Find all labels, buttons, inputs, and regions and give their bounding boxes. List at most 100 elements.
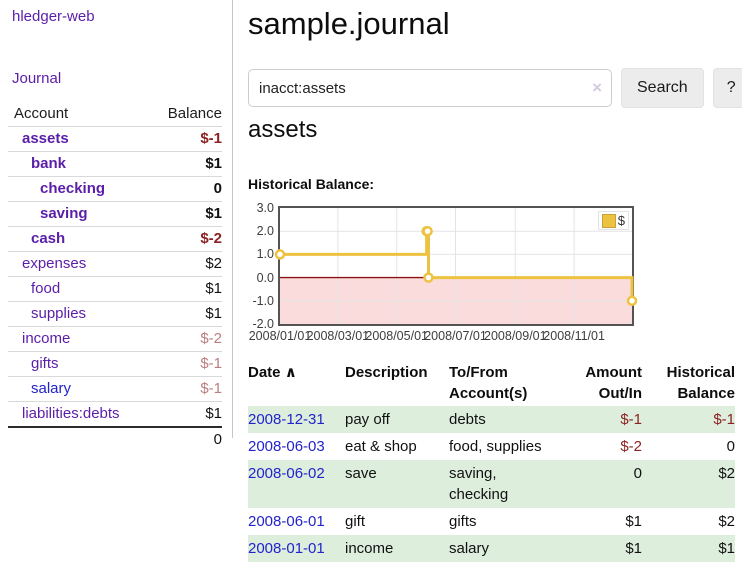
account-link[interactable]: assets bbox=[22, 130, 69, 147]
date-header-label: Date bbox=[248, 364, 281, 381]
register-row: 2008-12-31 pay off debts $-1 $-1 bbox=[248, 406, 735, 433]
account-link[interactable]: food bbox=[31, 280, 61, 297]
account-link[interactable]: checking bbox=[40, 180, 106, 197]
y-tick-label: -2.0 bbox=[252, 317, 274, 331]
register-header-date[interactable]: Date ∧ bbox=[248, 360, 345, 406]
y-tick-label: 0.0 bbox=[256, 270, 274, 285]
account-link[interactable]: supplies bbox=[31, 305, 87, 322]
register-header-accounts: To/From Account(s) bbox=[449, 364, 528, 402]
search-button[interactable]: Search bbox=[621, 68, 704, 108]
x-tick-label: 2008/03/01 bbox=[306, 329, 370, 343]
series-label: $ bbox=[617, 213, 625, 228]
account-row: salary $-1 bbox=[8, 376, 222, 402]
account-link[interactable]: cash bbox=[31, 230, 66, 247]
account-row: liabilities:debts $1 bbox=[8, 401, 222, 428]
x-tick-label: 2008/07/01 bbox=[424, 329, 487, 343]
transaction-date-link[interactable]: 2008-06-02 bbox=[248, 465, 325, 482]
account-balance: $1 bbox=[205, 205, 222, 222]
accounts-total-row: 0 bbox=[8, 426, 222, 452]
transaction-balance: 0 bbox=[726, 438, 735, 455]
account-row: checking 0 bbox=[8, 176, 222, 202]
transaction-accounts: salary bbox=[449, 540, 490, 557]
account-link[interactable]: saving bbox=[40, 205, 88, 222]
account-link[interactable]: expenses bbox=[22, 255, 87, 272]
main-content: sample.journal × Search ? assets Histori… bbox=[248, 0, 742, 582]
sort-ascending-icon: ∧ bbox=[284, 364, 297, 381]
accounts-header-account: Account bbox=[14, 105, 69, 122]
account-link[interactable]: gifts bbox=[31, 355, 59, 372]
transaction-balance: $2 bbox=[718, 465, 735, 482]
transaction-description: income bbox=[345, 540, 394, 557]
historical-balance-chart[interactable]: 3.0 2.0 1.0 0.0 -1.0 -2.0 $ 2008/01/01 2008/03… bbox=[248, 199, 735, 349]
account-balance: $1 bbox=[205, 305, 222, 322]
page-title: sample.journal bbox=[248, 6, 450, 41]
account-balance: $-2 bbox=[200, 330, 222, 347]
transaction-balance: $1 bbox=[718, 540, 735, 557]
search-input[interactable] bbox=[248, 69, 612, 107]
x-tick-label: 2008/09/01 bbox=[484, 329, 547, 343]
account-balance: $2 bbox=[205, 255, 222, 272]
transaction-amount: $-1 bbox=[620, 411, 642, 428]
transaction-description: save bbox=[345, 465, 377, 482]
account-balance: $-2 bbox=[200, 230, 222, 247]
account-balance: $1 bbox=[205, 405, 222, 422]
register-row: 2008-06-01 gift gifts $1 $2 bbox=[248, 508, 735, 535]
account-row: gifts $-1 bbox=[8, 351, 222, 377]
account-balance: $-1 bbox=[200, 380, 222, 397]
transaction-description: gift bbox=[345, 513, 366, 530]
accounts-total-value: 0 bbox=[8, 426, 222, 452]
transaction-date-link[interactable]: 2008-01-01 bbox=[248, 540, 325, 557]
register-header-balance: Historical Balance bbox=[666, 364, 735, 402]
transaction-amount: $-2 bbox=[620, 438, 642, 455]
transaction-amount: $1 bbox=[625, 540, 642, 557]
search-bar: × Search ? bbox=[248, 68, 742, 108]
app-brand-link[interactable]: hledger-web bbox=[12, 8, 95, 25]
series-swatch-icon bbox=[601, 213, 616, 228]
y-tick-label: 2.0 bbox=[256, 224, 274, 239]
account-balance: $1 bbox=[205, 155, 222, 172]
account-link[interactable]: income bbox=[22, 330, 71, 347]
transaction-balance: $-1 bbox=[713, 411, 735, 428]
account-link[interactable]: salary bbox=[31, 380, 72, 397]
account-link[interactable]: liabilities:debts bbox=[22, 405, 120, 422]
sidebar-item-journal[interactable]: Journal bbox=[12, 70, 62, 87]
account-row: food $1 bbox=[8, 276, 222, 302]
y-tick-label: 1.0 bbox=[256, 247, 274, 262]
account-balance: 0 bbox=[213, 180, 222, 197]
x-tick-label: 2008/01/01 bbox=[248, 329, 312, 343]
y-tick-label: 3.0 bbox=[256, 201, 274, 215]
transaction-date-link[interactable]: 2008-06-03 bbox=[248, 438, 325, 455]
register-row: 2008-06-02 save saving, checking 0 $2 bbox=[248, 460, 735, 508]
register-header-amount: Amount Out/In bbox=[585, 364, 642, 402]
accounts-header-balance: Balance bbox=[167, 105, 222, 122]
transaction-balance: $2 bbox=[718, 513, 735, 530]
x-tick-label: 2008/05/01 bbox=[365, 329, 428, 343]
account-row: cash $-2 bbox=[8, 226, 222, 252]
y-tick-label: -1.0 bbox=[252, 293, 274, 308]
transaction-amount: 0 bbox=[633, 465, 642, 482]
sidebar: hledger-web Journal Account Balance asse… bbox=[0, 0, 233, 452]
account-row: expenses $2 bbox=[8, 251, 222, 277]
x-tick-label: 2008/11/01 bbox=[543, 329, 605, 343]
account-balance: $-1 bbox=[200, 355, 222, 372]
transaction-date-link[interactable]: 2008-06-01 bbox=[248, 513, 325, 530]
accounts-header-row: Account Balance bbox=[8, 102, 222, 127]
search-help-button[interactable]: ? bbox=[712, 68, 742, 108]
register-table: Date ∧ Description To/From Account(s) Am… bbox=[248, 360, 735, 562]
account-row: assets $-1 bbox=[8, 126, 222, 152]
accounts-table: Account Balance assets $-1 bank $1 checking 0… bbox=[8, 102, 222, 452]
account-link[interactable]: bank bbox=[31, 155, 67, 172]
account-balance: $-1 bbox=[200, 130, 222, 147]
transaction-date-link[interactable]: 2008-12-31 bbox=[248, 411, 325, 428]
search-box: × bbox=[248, 69, 612, 107]
register-row: 2008-01-01 income salary $1 $1 bbox=[248, 535, 735, 562]
chart-y-axis-labels: 3.0 2.0 1.0 0.0 -1.0 -2.0 bbox=[248, 201, 274, 331]
transaction-accounts: food, supplies bbox=[449, 438, 542, 455]
account-row: bank $1 bbox=[8, 151, 222, 177]
clear-search-icon[interactable]: × bbox=[592, 78, 602, 97]
chart-plot-area[interactable]: $ bbox=[274, 206, 638, 326]
transaction-accounts: gifts bbox=[449, 513, 477, 530]
transaction-accounts: saving, checking bbox=[449, 465, 509, 503]
chart-x-axis-labels: 2008/01/01 2008/03/01 2008/05/01 2008/07/01… bbox=[249, 329, 632, 345]
